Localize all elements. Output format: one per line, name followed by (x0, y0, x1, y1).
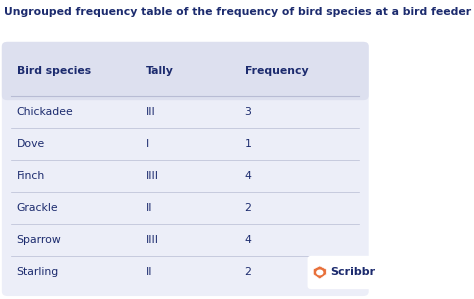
Text: I: I (146, 139, 150, 149)
Text: III: III (146, 107, 156, 117)
FancyBboxPatch shape (2, 42, 369, 296)
Text: IIII: IIII (146, 171, 159, 181)
FancyBboxPatch shape (2, 42, 369, 100)
Text: Scribbr: Scribbr (330, 268, 375, 277)
Text: 4: 4 (245, 235, 251, 245)
Text: Ungrouped frequency table of the frequency of bird species at a bird feeder: Ungrouped frequency table of the frequen… (4, 7, 471, 17)
Text: Frequency: Frequency (245, 66, 308, 76)
Text: 3: 3 (245, 107, 251, 117)
Text: Sparrow: Sparrow (17, 235, 62, 245)
Circle shape (316, 269, 323, 275)
Polygon shape (313, 266, 326, 279)
Text: Dove: Dove (17, 139, 45, 149)
Text: 4: 4 (245, 171, 251, 181)
FancyBboxPatch shape (308, 256, 380, 289)
Text: Finch: Finch (17, 171, 45, 181)
Text: Grackle: Grackle (17, 203, 58, 213)
Text: 2: 2 (245, 203, 251, 213)
Text: 1: 1 (245, 139, 251, 149)
Text: Chickadee: Chickadee (17, 107, 73, 117)
Text: Bird species: Bird species (17, 66, 91, 76)
Text: II: II (146, 203, 153, 213)
Text: Starling: Starling (17, 268, 59, 277)
Text: IIII: IIII (146, 235, 159, 245)
Text: Tally: Tally (146, 66, 174, 76)
Text: II: II (146, 268, 153, 277)
Text: 2: 2 (245, 268, 251, 277)
